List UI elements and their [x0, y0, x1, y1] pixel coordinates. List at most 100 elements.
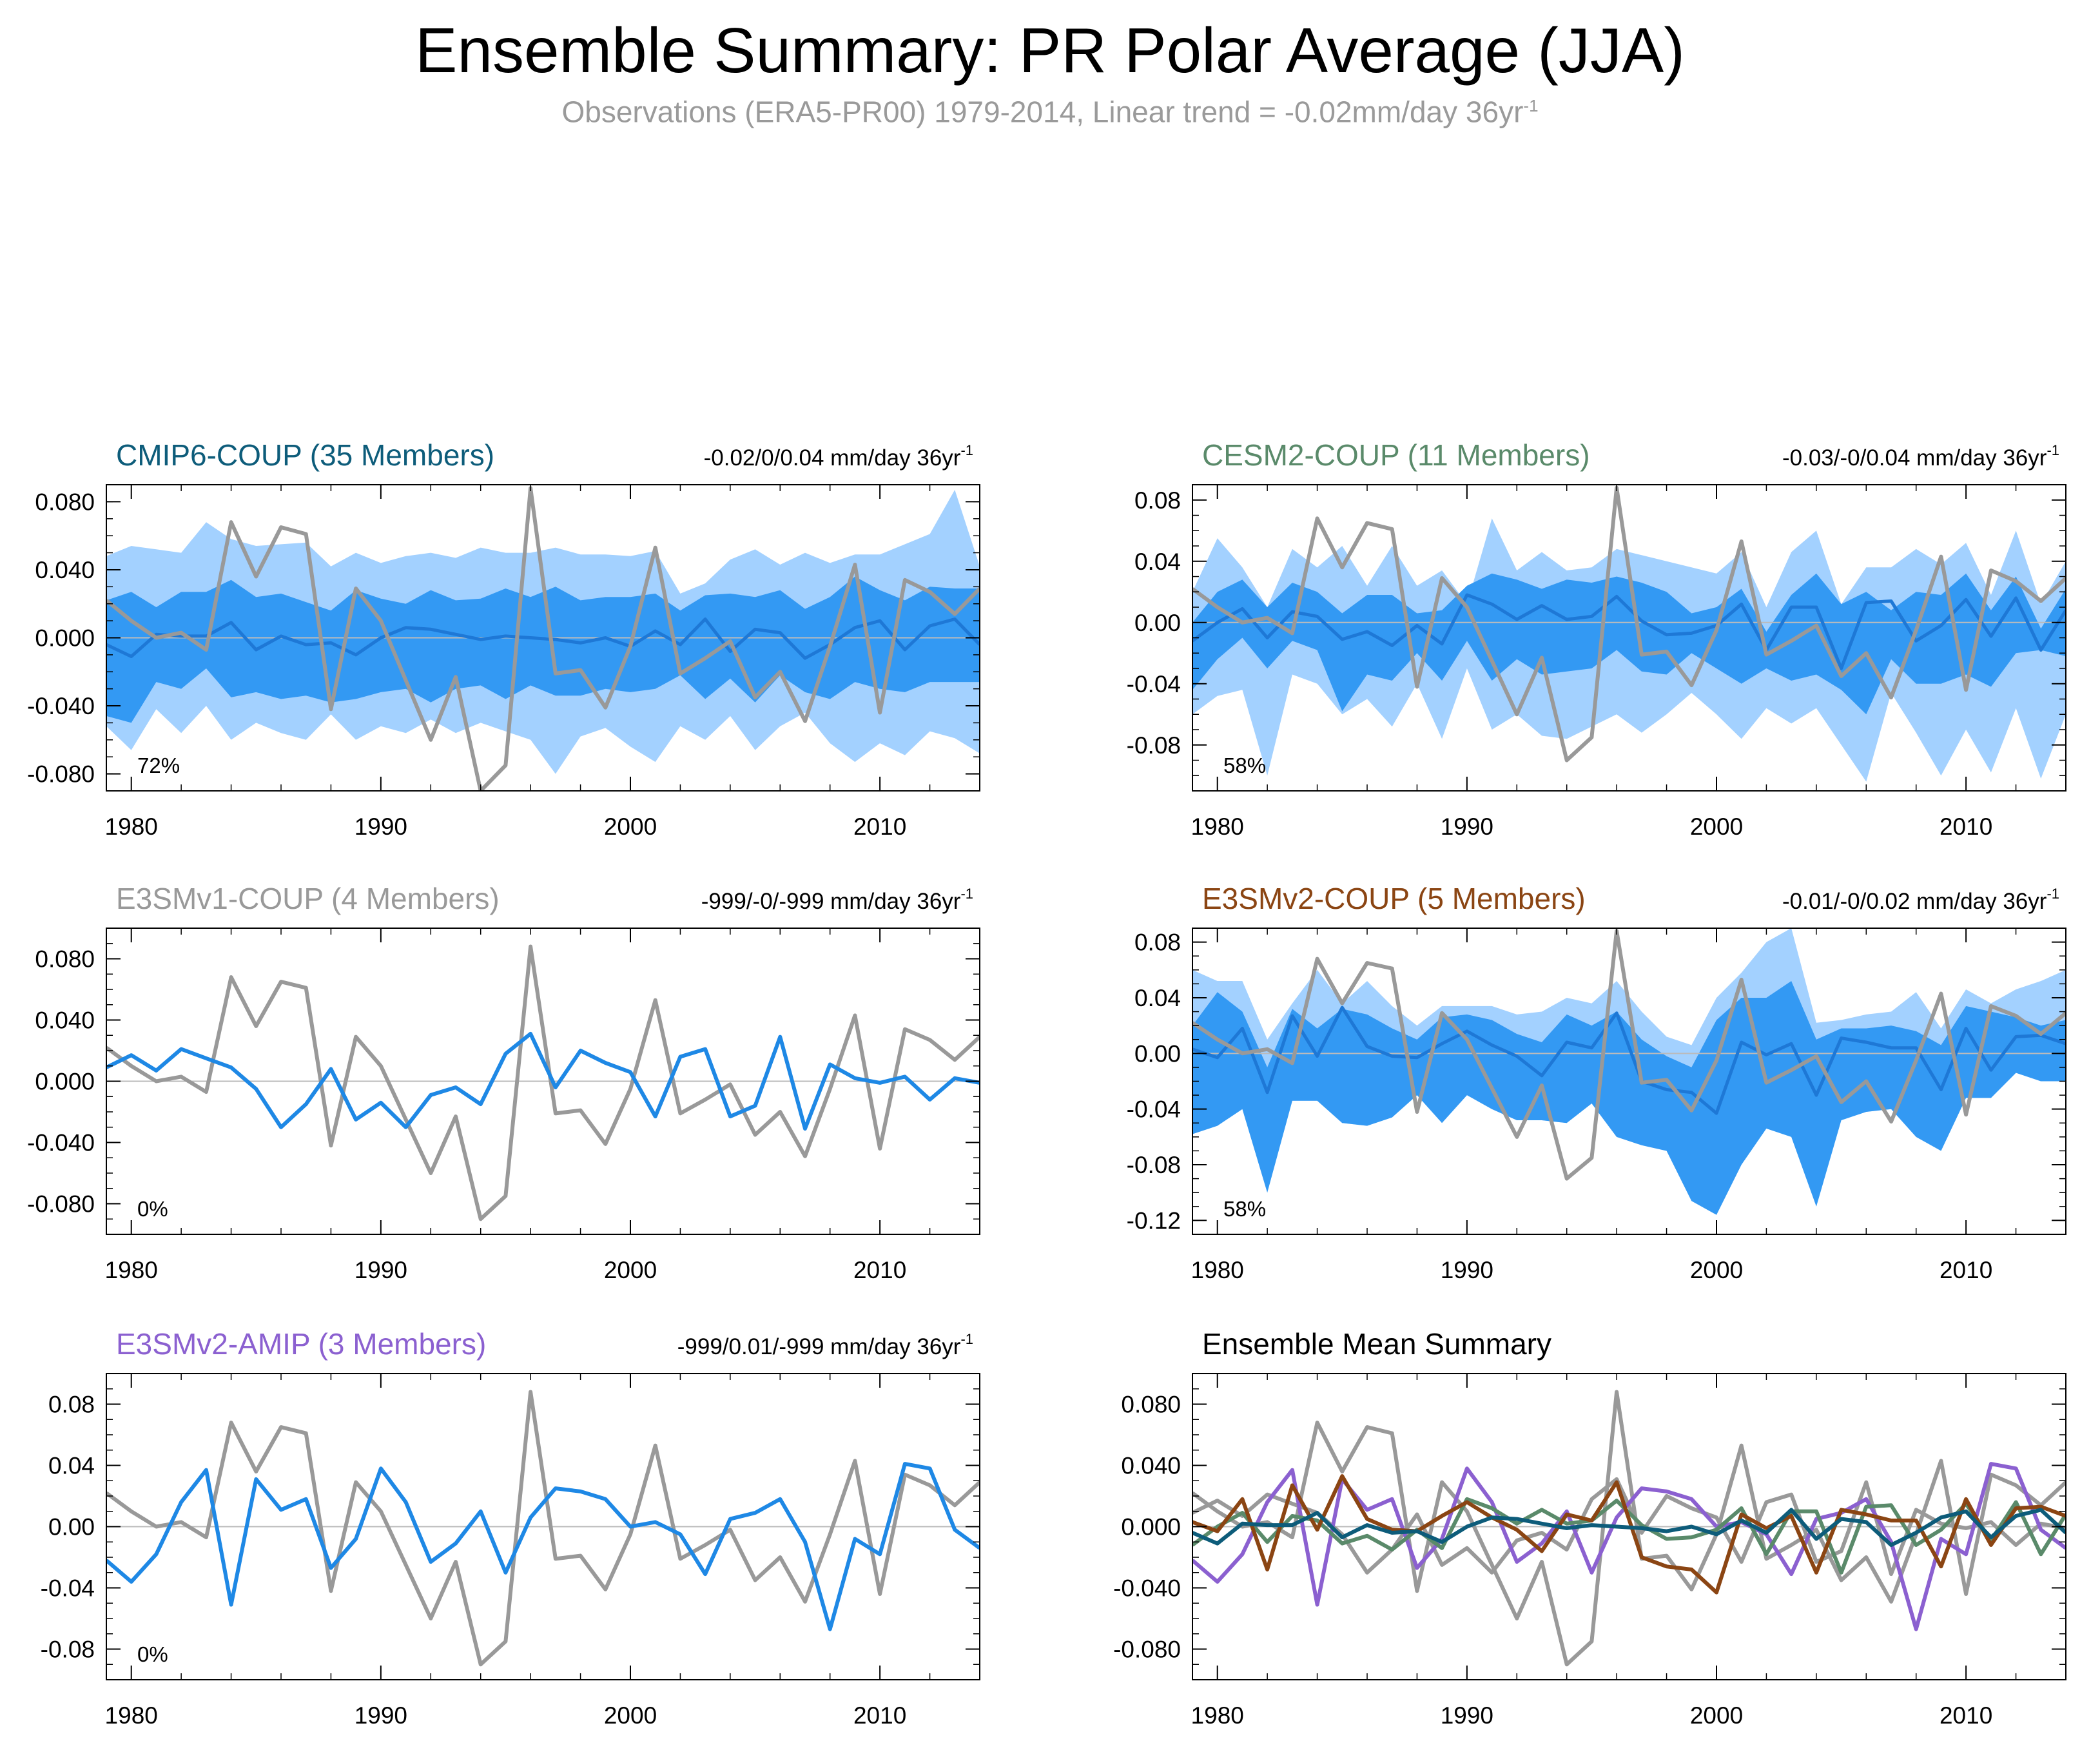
y-tick-label: 0.00	[48, 1514, 95, 1540]
percent-label: 58%	[1223, 753, 1266, 777]
panel-e3smv1: E3SMv1-COUP (4 Members) -999/-0/-999 mm/d…	[27, 882, 980, 1283]
y-tick-label: -0.08	[41, 1637, 95, 1663]
y-tick-label: 0.080	[35, 489, 95, 515]
x-tick-label: 2010	[853, 1257, 906, 1283]
y-tick-label: -0.04	[1127, 671, 1181, 697]
y-tick-label: -0.080	[27, 761, 95, 788]
x-tick-label: 2000	[1690, 1702, 1743, 1729]
y-tick-label: -0.040	[1113, 1575, 1181, 1602]
obs-line	[1192, 485, 2066, 763]
panel-e3smv2-amip: E3SMv2-AMIP (3 Members) -999/0.01/-999 mm…	[41, 1327, 980, 1729]
series-line-2	[1192, 1497, 2066, 1575]
series-line-1	[1192, 1462, 2066, 1631]
trend-text: -0.02/0/0.04 mm/day 36yr	[704, 445, 961, 471]
trend-label: -999/-0/-999 mm/day 36yr-1	[701, 886, 973, 914]
ensemble-mean-line	[1192, 593, 2066, 670]
trend-text: -0.01/-0/0.02 mm/day 36yr	[1782, 889, 2047, 914]
y-tick-label: 0.00	[1134, 610, 1181, 636]
y-tick-label: 0.00	[1134, 1040, 1181, 1067]
y-tick-label: -0.040	[27, 693, 95, 719]
y-tick-label: -0.040	[27, 1130, 95, 1156]
y-tick-label: -0.080	[27, 1191, 95, 1218]
panel-title: CESM2-COUP (11 Members)	[1202, 438, 1590, 472]
plot-area	[106, 1390, 980, 1667]
trend-superscript: -1	[960, 442, 973, 458]
y-tick-label: 0.000	[1121, 1514, 1181, 1540]
trend-superscript: -1	[960, 886, 973, 902]
x-tick-label: 1980	[105, 1257, 158, 1283]
ensemble-mean-line	[106, 1462, 980, 1631]
x-tick-label: 1990	[1441, 813, 1493, 840]
x-tick-label: 2010	[853, 813, 906, 840]
trend-text: -0.03/-0/0.04 mm/day 36yr	[1782, 445, 2047, 471]
panel-title: E3SMv2-COUP (5 Members)	[1202, 882, 1586, 915]
ensemble-mean-line	[106, 1031, 980, 1131]
y-tick-label: 0.04	[48, 1453, 95, 1479]
x-tick-label: 1980	[105, 1702, 158, 1729]
x-tick-label: 1980	[1191, 1702, 1244, 1729]
trend-text: -999/0.01/-999 mm/day 36yr	[677, 1334, 961, 1359]
trend-superscript: -1	[960, 1331, 973, 1347]
x-tick-label: 2010	[853, 1702, 906, 1729]
y-tick-label: -0.08	[1127, 1152, 1181, 1178]
x-tick-label: 1980	[1191, 1257, 1244, 1283]
obs-line	[1192, 1390, 2066, 1667]
percent-label: 58%	[1223, 1197, 1266, 1221]
x-tick-label: 2010	[1940, 1257, 1992, 1283]
panel-title: CMIP6-COUP (35 Members)	[116, 438, 494, 472]
x-tick-label: 2010	[1940, 813, 1992, 840]
percent-label: 0%	[137, 1197, 168, 1221]
trend-label: -0.03/-0/0.04 mm/day 36yr-1	[1782, 442, 2059, 471]
plot-area	[1192, 1390, 2066, 1667]
plot-area	[1192, 928, 2066, 1215]
y-tick-label: 0.04	[1134, 985, 1181, 1011]
trend-label: -0.02/0/0.04 mm/day 36yr-1	[704, 442, 973, 471]
y-tick-label: 0.000	[35, 625, 95, 652]
y-tick-label: 0.040	[1121, 1453, 1181, 1479]
y-tick-label: -0.12	[1127, 1207, 1181, 1234]
panel-cesm2: CESM2-COUP (11 Members) -0.03/-0/0.04 mm/…	[1127, 438, 2066, 840]
x-tick-label: 1990	[355, 1702, 407, 1729]
x-tick-label: 2000	[1690, 1257, 1743, 1283]
percent-label: 0%	[137, 1642, 168, 1666]
panel-e3smv2-coup: E3SMv2-COUP (5 Members) -0.01/-0/0.02 mm/…	[1127, 882, 2066, 1283]
trend-label: -0.01/-0/0.02 mm/day 36yr-1	[1782, 886, 2059, 914]
subtitle-superscript: -1	[1523, 96, 1539, 115]
y-tick-label: 0.040	[35, 1007, 95, 1034]
plot-area	[1192, 485, 2066, 782]
x-tick-label: 1980	[1191, 813, 1244, 840]
panel-title: Ensemble Mean Summary	[1202, 1327, 1551, 1361]
x-tick-label: 2000	[604, 1702, 657, 1729]
panel-ensemble-summary: Ensemble Mean Summary 0.080 0.040 0.000 -0.0…	[1113, 1327, 2066, 1729]
y-tick-label: 0.08	[48, 1392, 95, 1418]
y-tick-label: 0.08	[1134, 929, 1181, 956]
y-tick-label: 0.080	[1121, 1392, 1181, 1418]
series-line-4	[1192, 1508, 2066, 1547]
y-tick-label: -0.04	[41, 1575, 95, 1602]
obs-line	[1192, 929, 2066, 1181]
y-tick-label: -0.080	[1113, 1637, 1181, 1663]
y-tick-label: 0.080	[35, 946, 95, 973]
x-tick-label: 1990	[1441, 1702, 1493, 1729]
x-tick-label: 2000	[604, 813, 657, 840]
inner-spread-band	[106, 576, 980, 723]
inner-spread-band	[1192, 573, 2066, 715]
trend-superscript: -1	[2047, 442, 2059, 458]
obs-line	[106, 486, 980, 791]
trend-superscript: -1	[2047, 886, 2059, 902]
obs-line	[106, 1390, 980, 1667]
y-tick-label: 0.040	[35, 557, 95, 583]
ensemble-mean-line	[106, 617, 980, 660]
panel-cmip6: CMIP6-COUP (35 Members) -0.02/0/0.04 mm/d…	[27, 438, 980, 840]
plot-area	[106, 944, 980, 1221]
x-tick-label: 2000	[1690, 813, 1743, 840]
y-tick-label: -0.04	[1127, 1096, 1181, 1123]
x-tick-label: 2010	[1940, 1702, 1992, 1729]
x-tick-label: 1990	[355, 813, 407, 840]
obs-line	[106, 944, 980, 1221]
x-tick-label: 1980	[105, 813, 158, 840]
plot-area	[106, 486, 980, 791]
x-tick-label: 1990	[355, 1257, 407, 1283]
y-tick-label: 0.08	[1134, 487, 1181, 514]
